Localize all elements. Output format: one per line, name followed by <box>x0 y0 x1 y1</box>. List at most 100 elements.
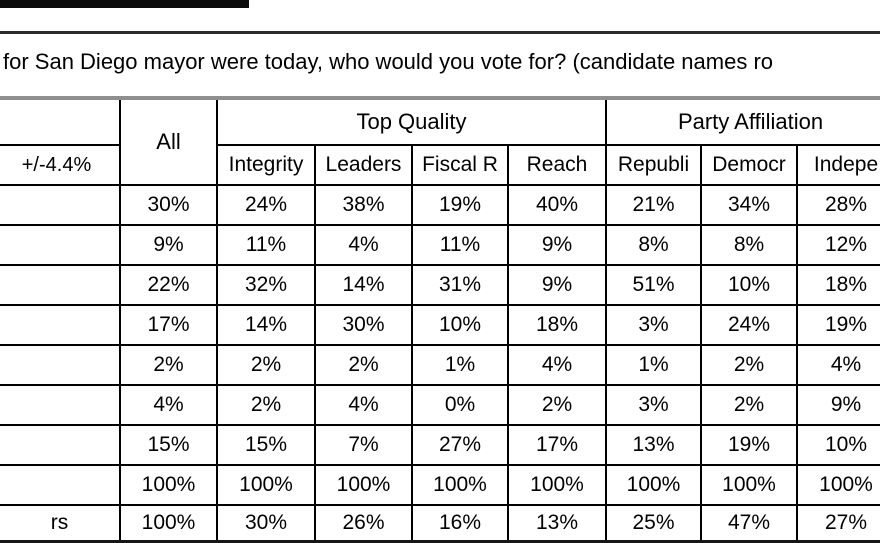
corner-cell-top <box>0 100 121 146</box>
col-header-integrity: Integrity <box>216 144 316 186</box>
table-cell: 27% <box>411 424 509 466</box>
table-cell: 19% <box>795 304 880 346</box>
table-cell: 30% <box>314 304 413 346</box>
col-header-democrat: Democr <box>700 144 798 186</box>
table-cell: 14% <box>314 264 413 306</box>
table-cell: 2% <box>119 344 218 386</box>
table-cell: 4% <box>119 384 218 426</box>
table-cell: 30% <box>119 184 218 226</box>
table-cell: 2% <box>700 384 798 426</box>
row-label-cell <box>0 464 121 506</box>
table-cell: 16% <box>411 504 509 543</box>
table-cell: 100% <box>119 464 218 506</box>
col-header-independent: Indepe <box>795 144 880 186</box>
top-edge-bar <box>0 0 249 8</box>
table-cell: 17% <box>507 424 607 466</box>
col-group-party-affiliation: Party Affiliation <box>604 100 880 146</box>
column-header-row: +/-4.4% Integrity Leaders Fiscal R Reach… <box>0 144 880 186</box>
table-cell: 19% <box>411 184 509 226</box>
table-cell: 4% <box>795 344 880 386</box>
table-row: 9% 11% 4% 11% 9% 8% 8% 12% <box>0 224 880 266</box>
col-header-all: All <box>119 100 218 186</box>
table-cell: 9% <box>507 264 607 306</box>
table-cell: 4% <box>314 224 413 266</box>
table-cell: 100% <box>605 464 702 506</box>
table-cell: 2% <box>507 384 607 426</box>
row-label-cell <box>0 184 121 226</box>
table-cell: 28% <box>795 184 880 226</box>
table-cell: 2% <box>700 344 798 386</box>
col-group-top-quality: Top Quality <box>216 100 607 146</box>
table-cell: 19% <box>700 424 798 466</box>
table-cell: 27% <box>795 504 880 543</box>
table-cell: 24% <box>700 304 798 346</box>
table-cell: 1% <box>605 344 702 386</box>
table-cell: 17% <box>119 304 218 346</box>
table-cell: 100% <box>795 464 880 506</box>
survey-question-banner: for San Diego mayor were today, who woul… <box>0 31 880 100</box>
margin-of-error-cell: +/-4.4% <box>0 144 121 186</box>
table-row: 17% 14% 30% 10% 18% 3% 24% 19% <box>0 304 880 346</box>
table-cell: 2% <box>216 344 316 386</box>
table-row: 4% 2% 4% 0% 2% 3% 2% 9% <box>0 384 880 426</box>
table-cell: 40% <box>507 184 607 226</box>
table-cell: 3% <box>605 384 702 426</box>
table-cell: 10% <box>795 424 880 466</box>
table-cell: 100% <box>119 504 218 543</box>
table-cell: 9% <box>507 224 607 266</box>
table-cell: 100% <box>700 464 798 506</box>
table-cell: 13% <box>605 424 702 466</box>
table-cell: 26% <box>314 504 413 543</box>
margin-of-error-text: +/-4.4% <box>21 153 92 176</box>
crosstab-table: All Top Quality Party Affiliation +/-4.4… <box>0 100 880 543</box>
table-cell: 4% <box>314 384 413 426</box>
table-cell: 7% <box>314 424 413 466</box>
table-cell: 32% <box>216 264 316 306</box>
row-label-cell <box>0 344 121 386</box>
row-label-cell: rs <box>0 504 121 543</box>
table-cell: 38% <box>314 184 413 226</box>
row-label-cell <box>0 304 121 346</box>
table-row: 2% 2% 2% 1% 4% 1% 2% 4% <box>0 344 880 386</box>
table-cell: 34% <box>700 184 798 226</box>
table-cell: 100% <box>507 464 607 506</box>
table-cell: 21% <box>605 184 702 226</box>
table-cell: 0% <box>411 384 509 426</box>
table-cell: 10% <box>700 264 798 306</box>
table-cell: 10% <box>411 304 509 346</box>
col-header-fiscal: Fiscal R <box>411 144 509 186</box>
row-label-cell <box>0 224 121 266</box>
table-cell: 15% <box>119 424 218 466</box>
table-cell: 2% <box>216 384 316 426</box>
col-header-republican: Republi <box>605 144 702 186</box>
table-cell: 100% <box>216 464 316 506</box>
table-cell: 2% <box>314 344 413 386</box>
table-row: 15% 15% 7% 27% 17% 13% 19% 10% <box>0 424 880 466</box>
table-cell: 9% <box>119 224 218 266</box>
table-cell: 30% <box>216 504 316 543</box>
table-cell: 24% <box>216 184 316 226</box>
table-cell: 14% <box>216 304 316 346</box>
table-row: 100% 100% 100% 100% 100% 100% 100% 100% <box>0 464 880 506</box>
table-cell: 47% <box>700 504 798 543</box>
group-header-row: All Top Quality Party Affiliation <box>0 100 880 186</box>
table-cell: 51% <box>605 264 702 306</box>
table-cell: 18% <box>507 304 607 346</box>
table-cell: 9% <box>795 384 880 426</box>
survey-question-text: for San Diego mayor were today, who woul… <box>3 49 773 74</box>
table-cell: 100% <box>314 464 413 506</box>
row-label-cell <box>0 384 121 426</box>
table-cell: 11% <box>216 224 316 266</box>
col-header-leaders: Leaders <box>314 144 413 186</box>
table-row: 22% 32% 14% 31% 9% 51% 10% 18% <box>0 264 880 306</box>
table-cell: 8% <box>700 224 798 266</box>
table-cell: 100% <box>411 464 509 506</box>
table-cell: 25% <box>605 504 702 543</box>
row-label-cell <box>0 264 121 306</box>
table-cell: 12% <box>795 224 880 266</box>
table-cell: 8% <box>605 224 702 266</box>
table-cell: 18% <box>795 264 880 306</box>
table-cell: 22% <box>119 264 218 306</box>
table-row: 30% 24% 38% 19% 40% 21% 34% 28% <box>0 184 880 226</box>
table-row: rs 100% 30% 26% 16% 13% 25% 47% 27% <box>0 504 880 543</box>
